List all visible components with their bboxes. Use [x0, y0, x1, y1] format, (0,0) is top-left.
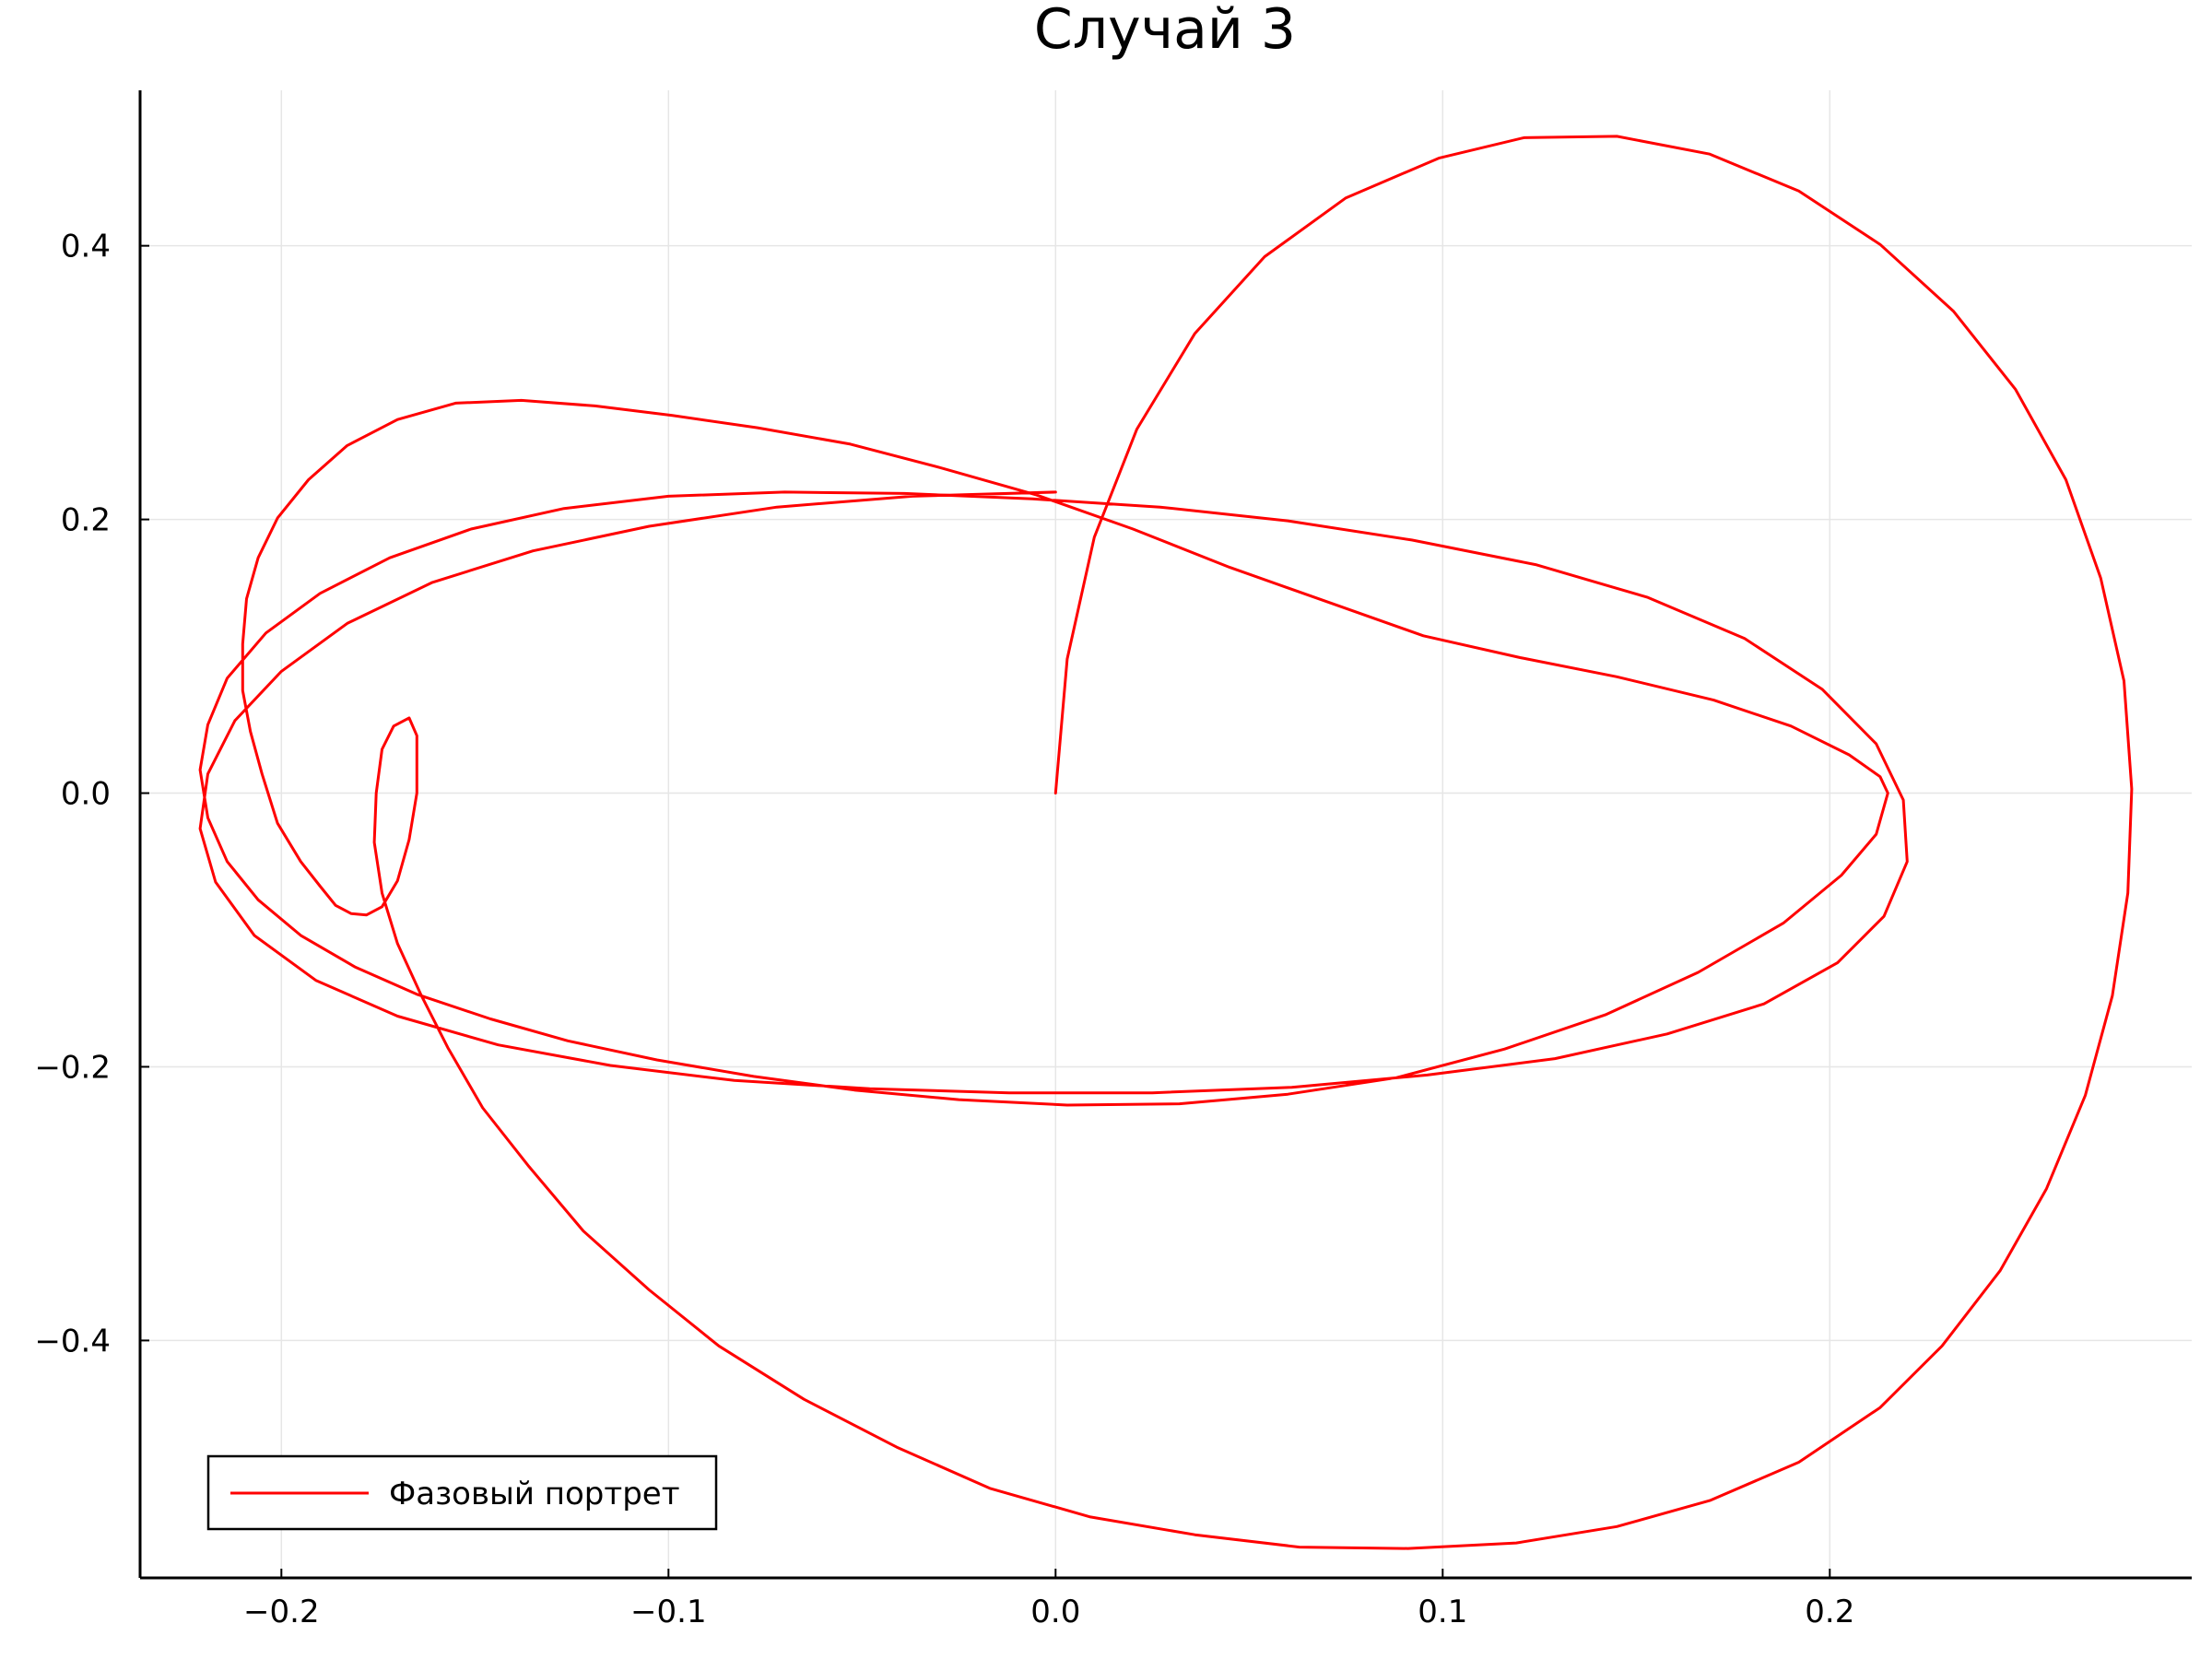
axes [138, 90, 2192, 1580]
x-tick-label: 0.2 [1805, 1594, 1854, 1630]
x-tick-label: −0.2 [243, 1594, 320, 1630]
x-tick-label: 0.1 [1418, 1594, 1467, 1630]
y-tick-label: 0.2 [61, 502, 111, 539]
legend: Фазовый портрет [206, 1454, 718, 1531]
y-tick-label: −0.4 [34, 1323, 111, 1359]
chart-title: Случай 3 [1034, 0, 1296, 62]
ticks: −0.2 −0.1 0.0 0.1 0.2 −0.4 −0.2 0.0 0.2 0.4 [34, 229, 1854, 1630]
y-tick-label: 0.4 [61, 229, 111, 265]
grid [140, 90, 2192, 1578]
plot-area [198, 135, 2134, 1550]
x-tick-label: −0.1 [630, 1594, 707, 1630]
y-tick-label: −0.2 [34, 1049, 111, 1086]
x-tick-label: 0.0 [1030, 1594, 1080, 1630]
legend-label: Фазовый портрет [389, 1476, 680, 1512]
y-tick-label: 0.0 [61, 776, 111, 813]
series-line-phase-portrait [198, 135, 2134, 1550]
